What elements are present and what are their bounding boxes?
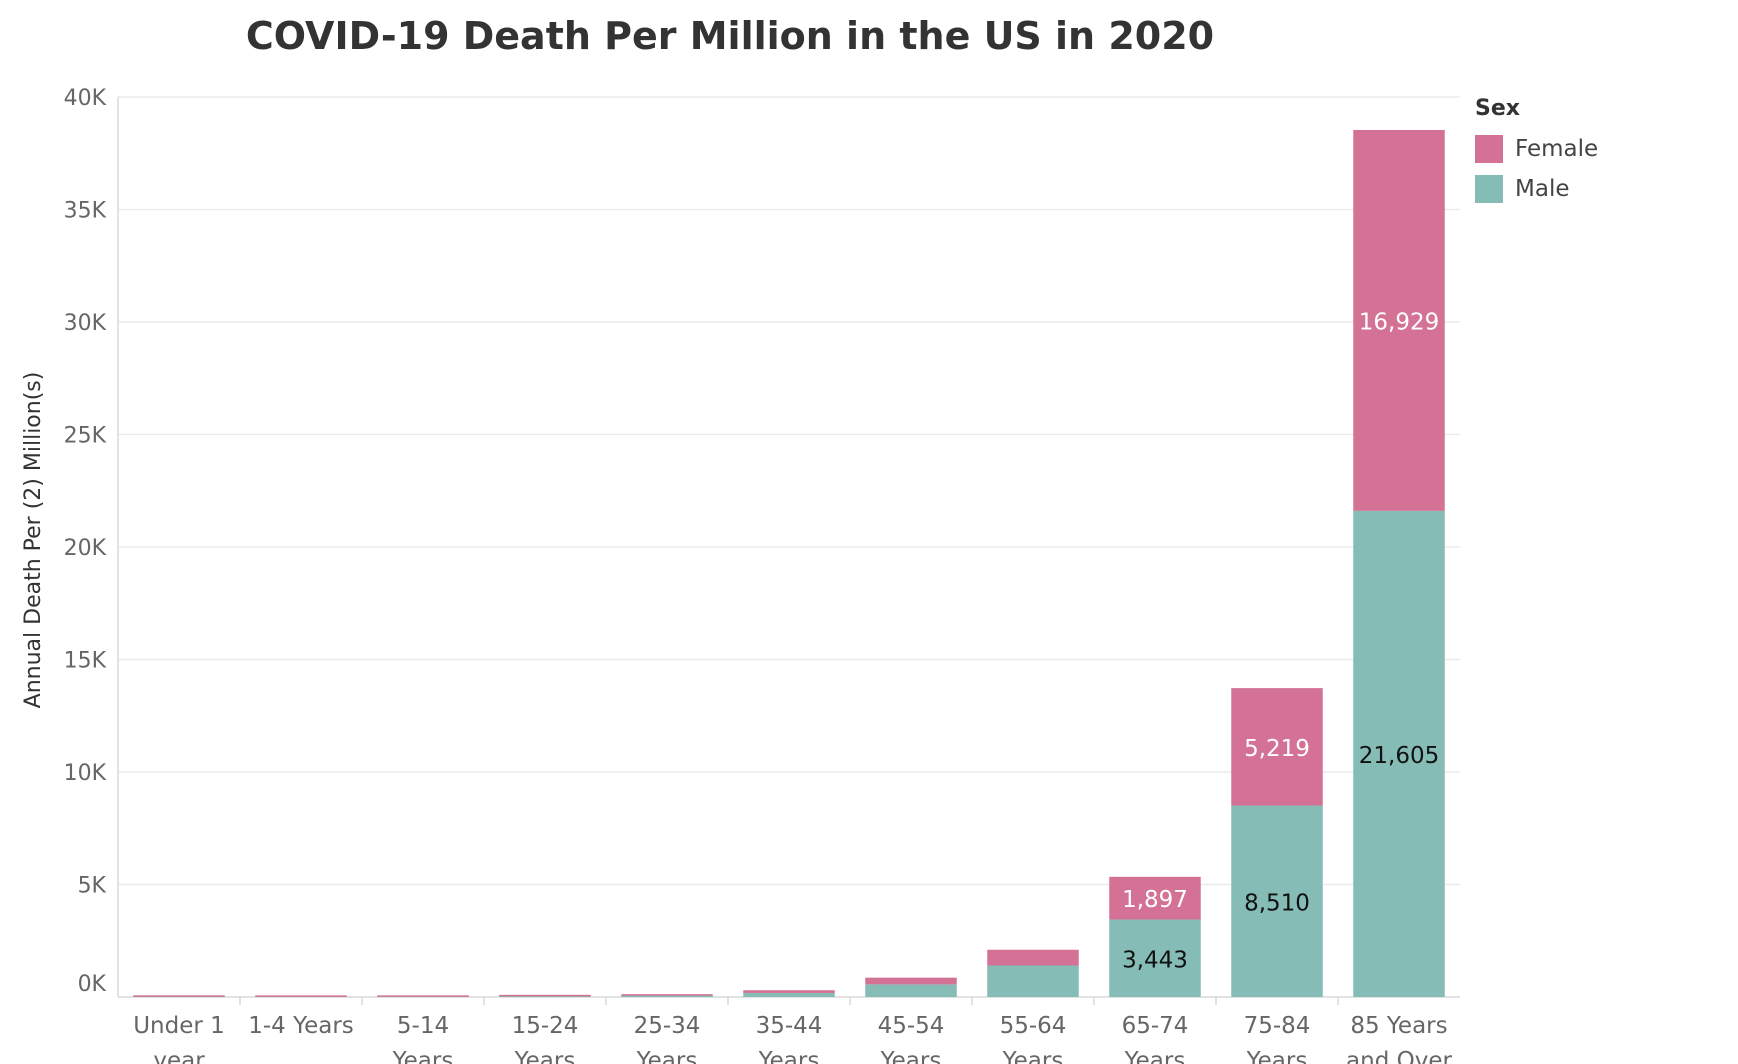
bar-male-5[interactable] [743, 992, 835, 997]
data-labels: 3,443 8,510 21,605 1,897 5,219 16,929 [1122, 309, 1439, 973]
y-axis-label: Annual Death Per (2) Million(s) [21, 372, 46, 709]
legend-item-female[interactable]: Female [1475, 129, 1598, 169]
bar-female-9[interactable] [1231, 688, 1323, 806]
data-label: 21,605 [1359, 743, 1439, 769]
bar-female-2[interactable] [377, 995, 469, 997]
bar-female-3[interactable] [499, 994, 591, 997]
bar-female-5[interactable] [743, 990, 835, 993]
chart-title: COVID-19 Death Per Million in the US in … [245, 14, 1215, 58]
y-tick-label: 40K [64, 86, 107, 111]
y-tick-label: 15K [64, 649, 107, 674]
bar-female-10[interactable] [1353, 129, 1445, 511]
y-tick-label: 35K [64, 199, 107, 224]
y-tick-label: 30K [64, 311, 107, 336]
bar-female-1[interactable] [255, 995, 347, 997]
bar-female-0[interactable] [133, 995, 225, 997]
data-label: 5,219 [1244, 736, 1310, 762]
y-tick-label: 20K [64, 536, 107, 561]
y-tick-label: 0K [78, 972, 107, 997]
bar-female-8[interactable] [1109, 876, 1201, 920]
x-tick-label: 5-14 Years [392, 1013, 454, 1064]
bar-female-6[interactable] [865, 977, 957, 985]
x-tick-label: 55-64 Years [1000, 1013, 1067, 1064]
bar-male-10[interactable] [1353, 510, 1445, 997]
bar-male-8[interactable] [1109, 919, 1201, 997]
legend-item-male[interactable]: Male [1475, 169, 1598, 209]
x-tick-label: Under 1 year [133, 1013, 225, 1064]
axes: 0K 5K 10K 15K 20K 25K 30K 35K 40K Under 1 year 1-4 … [64, 86, 1460, 1064]
bar-female-4[interactable] [621, 994, 713, 996]
data-label: 16,929 [1359, 309, 1439, 335]
x-tick-label: 65-74 Years [1122, 1013, 1189, 1064]
bar-male-6[interactable] [865, 984, 957, 997]
data-label: 1,897 [1122, 887, 1188, 913]
x-tick-label: 85 Years and Over [1346, 1013, 1452, 1064]
data-label: 3,443 [1122, 947, 1188, 973]
legend-title: Sex [1475, 96, 1520, 121]
legend-label-female: Female [1515, 136, 1599, 162]
bar-male-4[interactable] [621, 995, 713, 998]
y-tick-label: 5K [78, 874, 107, 899]
x-tick-label: 15-24 Years [512, 1013, 579, 1064]
y-tick-label: 10K [64, 761, 107, 786]
x-tick-label: 1-4 Years [248, 1013, 354, 1039]
x-tick-label: 75-84 Years [1244, 1013, 1311, 1064]
y-tick-label: 25K [64, 424, 107, 449]
bar-female-7[interactable] [987, 949, 1079, 966]
legend: Sex Female Male [1475, 96, 1598, 209]
x-tick-label: 25-34 Years [634, 1013, 701, 1064]
legend-swatch-female [1475, 135, 1503, 163]
x-tick-label: 35-44 Years [756, 1013, 823, 1064]
x-tick-label: 45-54 Years [878, 1013, 945, 1064]
legend-label-male: Male [1515, 176, 1570, 202]
bar-male-7[interactable] [987, 965, 1079, 998]
gridlines [118, 96, 1460, 886]
chart-plot: 0K 5K 10K 15K 20K 25K 30K 35K 40K Under 1 year 1-4 … [21, 86, 1460, 1064]
bars [133, 129, 1445, 998]
legend-swatch-male [1475, 175, 1503, 203]
data-label: 8,510 [1244, 890, 1310, 916]
bar-male-9[interactable] [1231, 805, 1323, 997]
